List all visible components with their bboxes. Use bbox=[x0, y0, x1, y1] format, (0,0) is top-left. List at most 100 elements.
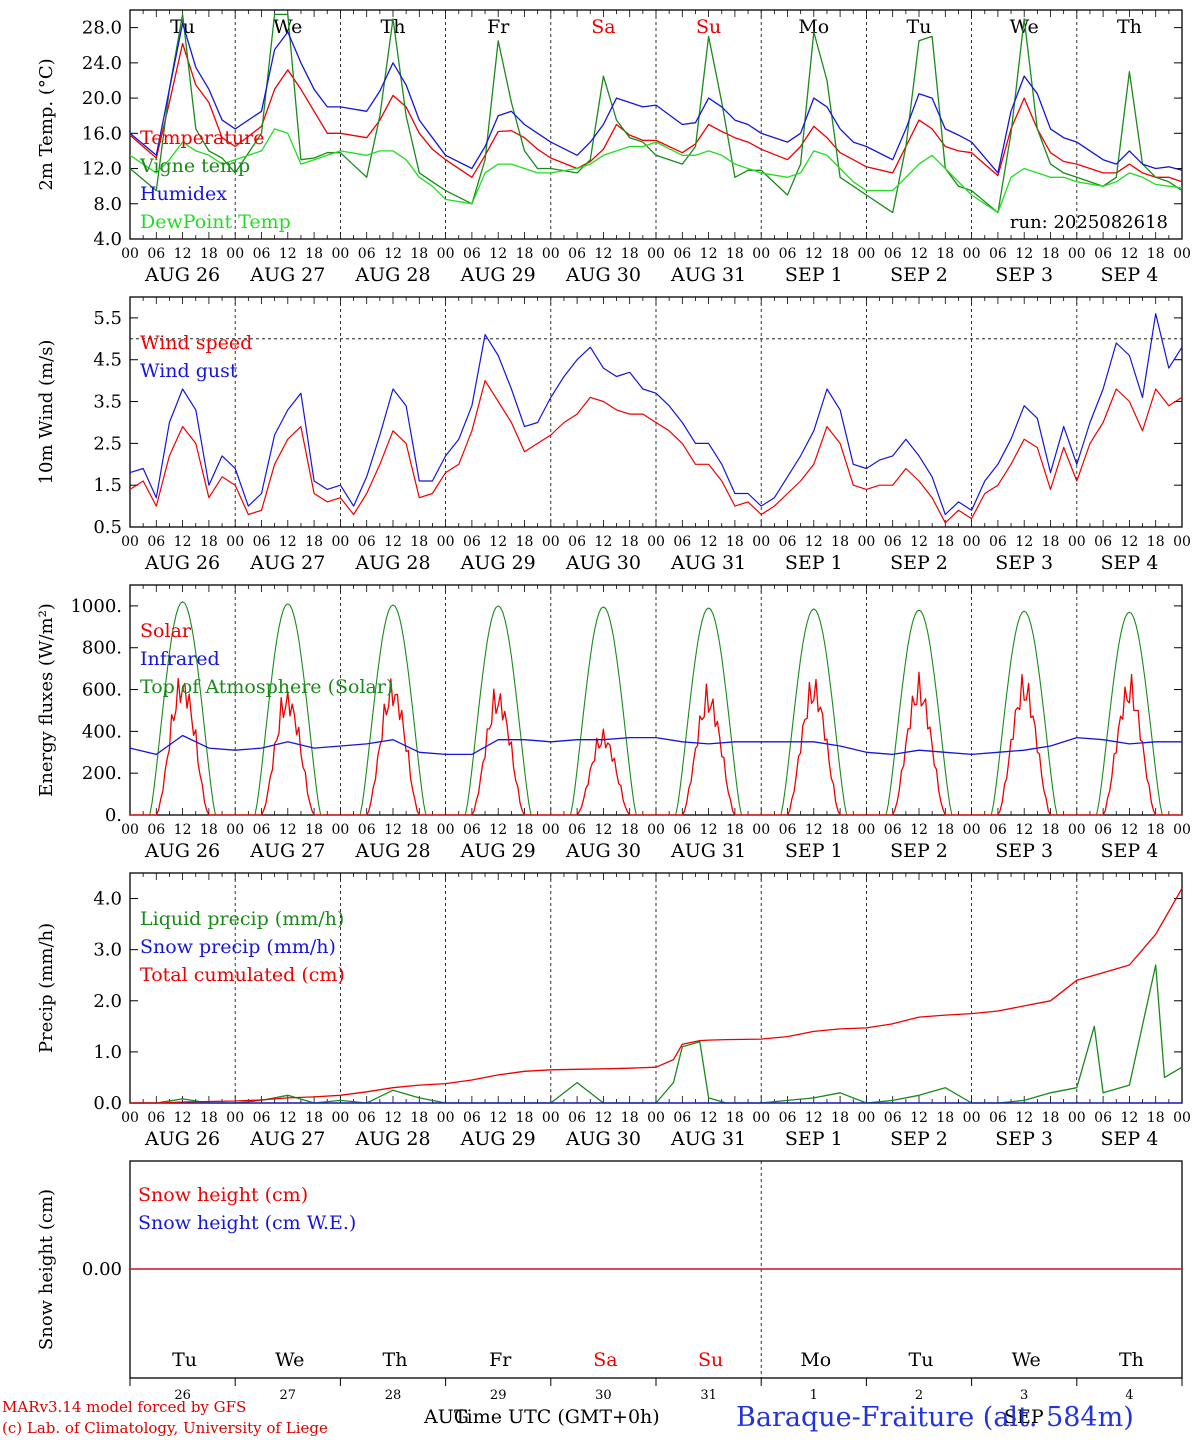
legend-humidex: Humidex bbox=[140, 183, 227, 205]
y-tick-label: 5.5 bbox=[93, 308, 122, 329]
date-label: SEP 4 bbox=[1100, 1128, 1158, 1150]
y-tick-label: 0.00 bbox=[82, 1259, 122, 1280]
day-number: 28 bbox=[385, 1388, 402, 1403]
weekday-label: Tu bbox=[909, 1349, 934, 1371]
date-label: AUG 30 bbox=[565, 264, 641, 286]
hour-label: 12 bbox=[1120, 1110, 1138, 1126]
hour-label: 00 bbox=[437, 1110, 455, 1126]
date-label: AUG 26 bbox=[144, 552, 220, 574]
y-tick-label: 600. bbox=[82, 680, 122, 701]
date-label: AUG 26 bbox=[144, 264, 220, 286]
hour-label: 00 bbox=[963, 1110, 981, 1126]
hour-label: 18 bbox=[410, 822, 428, 838]
hour-label: 12 bbox=[489, 246, 507, 262]
weekday-label: Th bbox=[383, 1349, 408, 1371]
panel-1-y-axis-label: 2m Temp. (°C) bbox=[36, 58, 57, 190]
hour-label: 18 bbox=[936, 822, 954, 838]
hour-label: 12 bbox=[174, 1110, 192, 1126]
model-credit: MARv3.14 model forced by GFS bbox=[2, 1398, 247, 1416]
weekday-label: Th bbox=[1117, 16, 1142, 38]
hour-label: 00 bbox=[226, 534, 244, 550]
hour-label: 00 bbox=[857, 246, 875, 262]
hour-label: 06 bbox=[358, 1110, 376, 1126]
date-label: AUG 30 bbox=[565, 840, 641, 862]
hour-label: 00 bbox=[1068, 1110, 1086, 1126]
hour-label: 06 bbox=[253, 1110, 271, 1126]
series-dewpoint-temp bbox=[129, 128, 1183, 214]
hour-label: 06 bbox=[1094, 246, 1112, 262]
day-number: 26 bbox=[174, 1388, 191, 1403]
hour-label: 00 bbox=[1173, 1110, 1191, 1126]
legend-snow-height-cm: Snow height (cm) bbox=[138, 1184, 308, 1206]
hour-label: 00 bbox=[1068, 246, 1086, 262]
x-axis-label: Time UTC (GMT+0h) bbox=[454, 1406, 660, 1428]
hour-label: 18 bbox=[1042, 822, 1060, 838]
y-tick-label: 1.5 bbox=[93, 475, 122, 496]
hour-label: 12 bbox=[805, 534, 823, 550]
hour-label: 06 bbox=[147, 822, 165, 838]
hour-label: 18 bbox=[200, 534, 218, 550]
hour-label: 00 bbox=[331, 246, 349, 262]
hour-label: 00 bbox=[647, 1110, 665, 1126]
hour-label: 06 bbox=[358, 246, 376, 262]
hour-label: 12 bbox=[279, 1110, 297, 1126]
hour-label: 18 bbox=[726, 822, 744, 838]
hour-label: 06 bbox=[779, 246, 797, 262]
hour-label: 18 bbox=[936, 246, 954, 262]
y-tick-label: 8.0 bbox=[93, 194, 122, 215]
date-label: AUG 29 bbox=[460, 552, 536, 574]
hour-label: 12 bbox=[1015, 1110, 1033, 1126]
hour-label: 12 bbox=[594, 246, 612, 262]
hour-label: 12 bbox=[805, 1110, 823, 1126]
hour-label: 06 bbox=[673, 822, 691, 838]
hour-label: 06 bbox=[147, 534, 165, 550]
panel-1-day-separators bbox=[234, 10, 1078, 239]
weekday-label: Tu bbox=[172, 1349, 197, 1371]
hour-label: 06 bbox=[989, 1110, 1007, 1126]
date-label: AUG 30 bbox=[565, 1128, 641, 1150]
hour-label: 00 bbox=[1173, 822, 1191, 838]
date-label: AUG 29 bbox=[460, 840, 536, 862]
station-name: Baraque-Fraiture (alt. 584m) bbox=[736, 1402, 1134, 1433]
hour-label: 18 bbox=[410, 246, 428, 262]
month-label-aug: AUG bbox=[424, 1406, 469, 1428]
hour-label: 18 bbox=[305, 246, 323, 262]
hour-label: 06 bbox=[989, 246, 1007, 262]
date-label: AUG 28 bbox=[354, 264, 430, 286]
weekday-label: Sa bbox=[591, 16, 615, 38]
y-tick-label: 16.0 bbox=[82, 123, 122, 144]
weekday-label: We bbox=[1012, 1349, 1041, 1371]
date-label: AUG 27 bbox=[249, 264, 325, 286]
hour-label: 12 bbox=[1015, 246, 1033, 262]
date-label: AUG 28 bbox=[354, 552, 430, 574]
legend-vigne-temp: Vigne temp bbox=[139, 155, 250, 177]
hour-label: 06 bbox=[779, 822, 797, 838]
weekday-label: We bbox=[1010, 16, 1039, 38]
weekday-label: Su bbox=[698, 1349, 723, 1371]
hour-label: 00 bbox=[963, 534, 981, 550]
hour-label: 00 bbox=[437, 246, 455, 262]
run-annotation: run: 2025082618 bbox=[1010, 212, 1168, 233]
hour-label: 00 bbox=[437, 534, 455, 550]
panel-4-day-separators bbox=[234, 873, 1078, 1103]
hour-label: 12 bbox=[594, 1110, 612, 1126]
hour-label: 00 bbox=[857, 822, 875, 838]
hour-label: 12 bbox=[384, 822, 402, 838]
panel-3-y-axis-label: Energy fluxes (W/m²) bbox=[36, 603, 57, 797]
hour-label: 12 bbox=[1015, 534, 1033, 550]
date-label: AUG 27 bbox=[249, 840, 325, 862]
hour-label: 12 bbox=[489, 1110, 507, 1126]
hour-label: 12 bbox=[174, 822, 192, 838]
y-tick-label: 0.5 bbox=[93, 517, 122, 538]
hour-label: 18 bbox=[1042, 534, 1060, 550]
y-tick-label: 4.5 bbox=[93, 350, 122, 371]
y-tick-label: 4.0 bbox=[93, 229, 122, 250]
weekday-label: Th bbox=[1119, 1349, 1144, 1371]
legend-wind-gust: Wind gust bbox=[140, 360, 238, 382]
hour-label: 06 bbox=[1094, 822, 1112, 838]
hour-label: 06 bbox=[1094, 534, 1112, 550]
hour-label: 12 bbox=[1120, 822, 1138, 838]
hour-label: 00 bbox=[857, 534, 875, 550]
weekday-label: Fr bbox=[487, 16, 510, 38]
